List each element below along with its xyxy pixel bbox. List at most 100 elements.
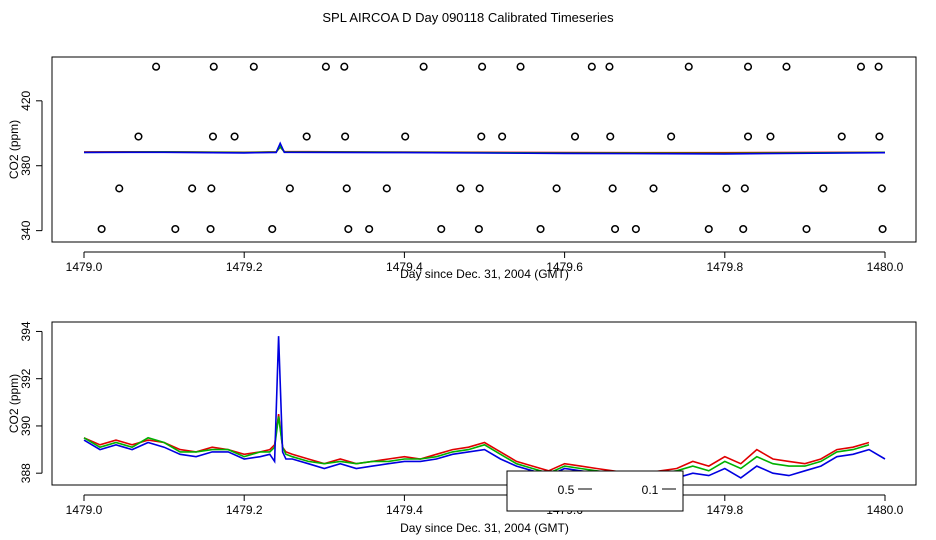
data-point xyxy=(230,132,239,141)
top-y-label: CO2 (ppm) xyxy=(7,120,21,179)
legend-box: 0.5 0.1 xyxy=(506,470,684,512)
legend-frame xyxy=(506,470,684,512)
y-tick-label: 388 xyxy=(19,463,33,483)
data-point xyxy=(401,132,410,141)
x-tick-label: 1480.0 xyxy=(867,260,904,274)
y-tick-label: 340 xyxy=(19,220,33,240)
series-green-line xyxy=(83,416,870,477)
data-point xyxy=(856,62,866,71)
legend-fragment-2: 0.1 xyxy=(642,483,659,497)
data-point xyxy=(766,132,775,141)
data-point xyxy=(667,132,676,141)
series-blue-line xyxy=(83,336,886,482)
data-point xyxy=(302,132,311,141)
data-point xyxy=(878,224,887,234)
bottom-x-label: Day since Dec. 31, 2004 (GMT) xyxy=(400,521,569,535)
x-tick-label: 1479.0 xyxy=(66,260,103,274)
data-point xyxy=(382,184,391,193)
data-point xyxy=(649,184,658,193)
data-point xyxy=(340,62,349,71)
data-point xyxy=(722,184,731,193)
data-point xyxy=(570,132,580,141)
data-point xyxy=(802,224,811,234)
y-tick-label: 420 xyxy=(19,90,33,110)
data-point xyxy=(877,184,886,193)
data-point xyxy=(97,224,106,234)
chart-title: SPL AIRCOA D Day 090118 Calibrated Times… xyxy=(322,10,614,25)
data-point xyxy=(837,132,846,141)
data-point xyxy=(782,62,791,71)
top-x-axis: 1479.0 1479.2 1479.4 1479.6 1479.8 1480.0 xyxy=(66,251,904,274)
y-tick-label: 390 xyxy=(19,416,33,436)
top-series xyxy=(83,141,886,155)
data-point xyxy=(743,132,753,141)
y-tick-label: 392 xyxy=(19,368,33,388)
top-points xyxy=(97,62,887,234)
series-blue-line xyxy=(83,141,886,155)
data-point xyxy=(342,184,351,193)
data-point xyxy=(605,62,614,71)
bottom-series xyxy=(83,336,886,482)
top-panel: 1479.0 1479.2 1479.4 1479.6 1479.8 1480.0 340… xyxy=(7,56,917,281)
data-point xyxy=(249,62,258,71)
bottom-plot-frame xyxy=(51,321,917,486)
data-point xyxy=(739,224,748,234)
data-point xyxy=(365,224,374,234)
legend-fragment-1: 0.5 xyxy=(558,483,575,497)
data-point xyxy=(456,184,465,193)
data-point xyxy=(819,184,828,193)
top-plot-frame xyxy=(51,56,917,243)
data-point xyxy=(516,62,525,71)
data-point xyxy=(606,132,615,141)
data-point xyxy=(477,132,486,141)
data-point xyxy=(684,62,693,71)
data-point xyxy=(587,62,596,71)
data-point xyxy=(419,62,428,71)
data-point xyxy=(498,132,507,141)
data-point xyxy=(188,184,197,193)
data-point xyxy=(631,224,640,234)
data-point xyxy=(743,62,753,71)
data-point xyxy=(475,184,484,193)
x-tick-label: 1479.4 xyxy=(386,260,423,274)
data-point xyxy=(152,62,161,71)
data-point xyxy=(611,224,620,234)
data-point xyxy=(552,184,561,193)
x-tick-label: 1480.0 xyxy=(867,503,904,517)
top-x-label: Day since Dec. 31, 2004 (GMT) xyxy=(400,267,569,281)
data-point xyxy=(344,224,353,234)
data-point xyxy=(341,132,350,141)
y-tick-label: 380 xyxy=(19,155,33,175)
x-tick-label: 1479.8 xyxy=(706,503,743,517)
data-point xyxy=(134,132,143,141)
x-tick-label: 1479.2 xyxy=(226,503,263,517)
x-tick-label: 1479.2 xyxy=(226,260,263,274)
series-red-line xyxy=(83,413,870,475)
top-y-axis: 340 380 420 xyxy=(19,90,43,241)
data-point xyxy=(875,132,884,141)
x-tick-label: 1479.0 xyxy=(66,503,103,517)
data-point xyxy=(740,184,749,193)
data-point xyxy=(437,224,446,234)
data-point xyxy=(207,184,216,193)
y-tick-label: 394 xyxy=(19,321,33,341)
data-point xyxy=(874,62,883,71)
data-point xyxy=(321,62,330,71)
data-point xyxy=(478,62,487,71)
data-point xyxy=(268,224,277,234)
data-point xyxy=(115,184,124,193)
bottom-y-label: CO2 (ppm) xyxy=(7,374,21,433)
data-point xyxy=(209,62,218,71)
data-point xyxy=(285,184,294,193)
x-tick-label: 1479.4 xyxy=(386,503,423,517)
data-point xyxy=(536,224,545,234)
data-point xyxy=(208,132,218,141)
bottom-y-axis: 388 390 392 394 xyxy=(19,321,43,483)
x-tick-label: 1479.8 xyxy=(706,260,743,274)
data-point xyxy=(206,224,215,234)
data-point xyxy=(474,224,483,234)
data-point xyxy=(704,224,713,234)
